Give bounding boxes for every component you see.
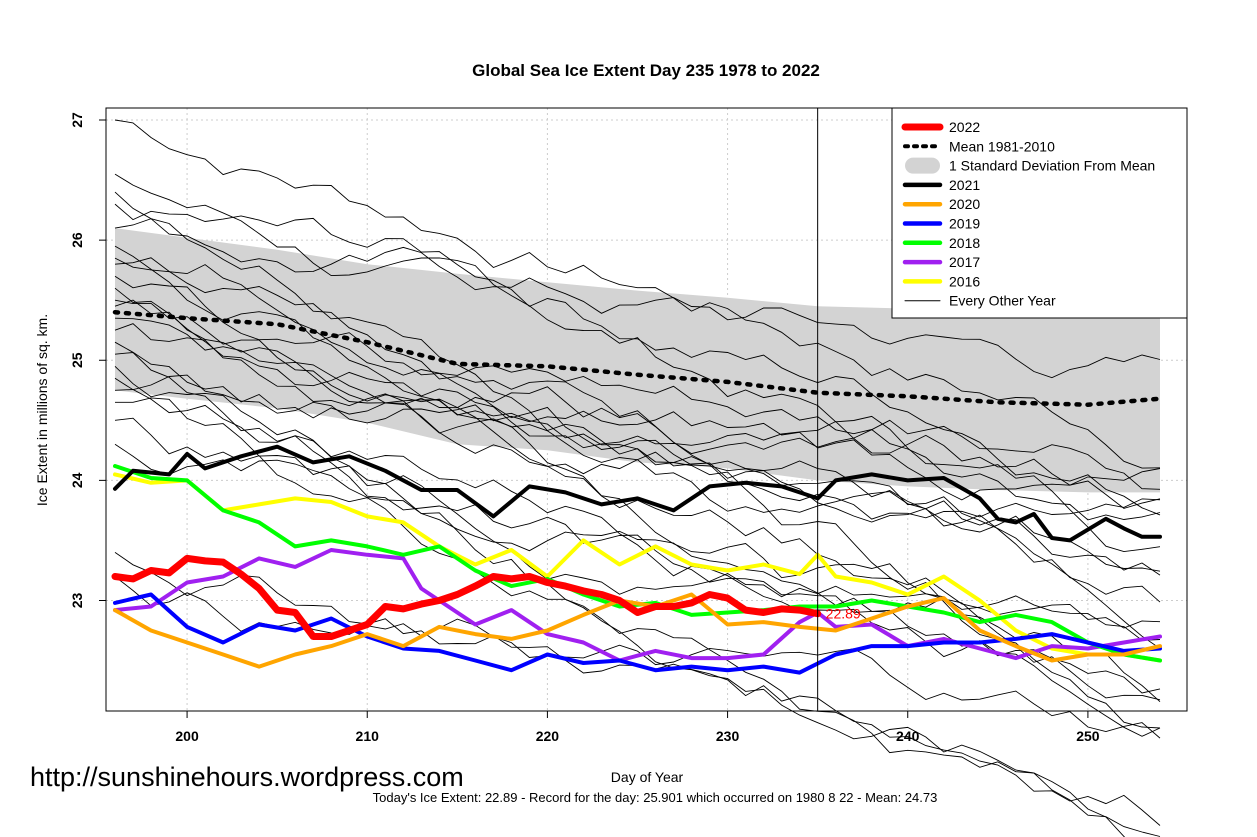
- y-tick-label: 23: [69, 592, 85, 608]
- x-axis-ticks: 200 210 220 230 240 250: [175, 711, 1100, 744]
- y-tick-label: 24: [69, 472, 85, 488]
- other-year-line: [114, 323, 1161, 576]
- legend-label: Mean 1981-2010: [949, 138, 1055, 154]
- y-tick-label: 27: [69, 112, 85, 128]
- other-year-line: [114, 218, 1161, 379]
- legend-label: 1 Standard Deviation From Mean: [949, 158, 1155, 174]
- other-year-line: [114, 203, 1161, 516]
- y-tick-label: 26: [69, 232, 85, 248]
- other-year-line: [114, 389, 1161, 737]
- legend-label: Every Other Year: [949, 293, 1056, 309]
- series-lines: [111, 444, 1162, 675]
- series-line-2019: [113, 592, 1162, 675]
- watermark: http://sunshinehours.wordpress.com: [30, 762, 464, 792]
- summary-line: Today's Ice Extent: 22.89 - Record for t…: [373, 790, 938, 805]
- series-line-2020: [113, 592, 1162, 669]
- x-tick-label: 200: [175, 728, 199, 744]
- other-year-line: [114, 173, 1161, 553]
- series-line-2022: [111, 554, 822, 640]
- other-year-line: [114, 374, 1161, 501]
- mean-series-line: [112, 309, 1163, 407]
- legend-label: 2019: [949, 216, 980, 232]
- x-tick-label: 230: [716, 728, 740, 744]
- legend-swatch-band: [905, 157, 940, 174]
- chart-title: Global Sea Ice Extent Day 235 1978 to 20…: [472, 61, 820, 80]
- other-year-line: [114, 191, 1161, 520]
- other-year-line: [114, 119, 1161, 469]
- legend-label: 2021: [949, 177, 980, 193]
- other-year-line: [114, 576, 1161, 739]
- mean-line: [112, 309, 1163, 407]
- series-line-2021: [113, 444, 1162, 543]
- legend-label: 2017: [949, 254, 980, 270]
- y-axis-ticks: 23 24 25 26 27: [69, 112, 106, 608]
- other-year-line: [114, 417, 1161, 837]
- y-axis-label: Ice Extent in millions of sq. km.: [34, 314, 50, 506]
- other-year-line: [114, 365, 1161, 701]
- every-other-year-lines: [114, 119, 1161, 837]
- legend-label: 2020: [949, 196, 980, 212]
- other-year-line: [115, 397, 1126, 837]
- legend: 2022 Mean 1981-2010 1 Standard Deviation F…: [891, 107, 1188, 319]
- other-year-line: [114, 299, 1161, 603]
- std-band: [115, 228, 1160, 493]
- other-year-line: [114, 341, 1161, 490]
- x-axis-label: Day of Year: [611, 769, 684, 785]
- series-line-2017: [113, 548, 1162, 663]
- x-tick-label: 250: [1076, 728, 1100, 744]
- x-tick-label: 210: [356, 728, 380, 744]
- std-band-area: [115, 228, 1160, 493]
- series-line-2016: [113, 472, 1162, 663]
- plot-frame: [105, 107, 1188, 712]
- current-value-label: 22.89: [826, 606, 861, 622]
- other-year-line: [114, 287, 1161, 509]
- legend-label: 2016: [949, 273, 980, 289]
- y-tick-label: 25: [69, 352, 85, 368]
- x-tick-label: 240: [896, 728, 920, 744]
- other-year-line: [114, 257, 1161, 521]
- legend-label: 2018: [949, 235, 980, 251]
- legend-label: 2022: [949, 119, 980, 135]
- x-tick-label: 220: [536, 728, 560, 744]
